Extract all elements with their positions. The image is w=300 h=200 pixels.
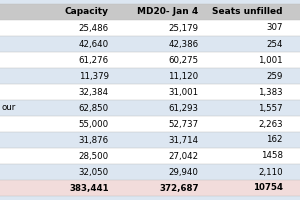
Text: 259: 259	[266, 72, 283, 81]
Text: 2,110: 2,110	[258, 168, 283, 177]
Bar	[0, 180, 300, 196]
Text: 25,486: 25,486	[79, 23, 109, 32]
Text: 1458: 1458	[261, 152, 283, 160]
Text: 31,714: 31,714	[169, 136, 199, 144]
Bar	[0, 132, 300, 148]
Bar	[0, 52, 300, 68]
Text: 42,386: 42,386	[169, 40, 199, 49]
Text: 11,120: 11,120	[169, 72, 199, 81]
Text: 55,000: 55,000	[79, 120, 109, 129]
Text: 1,001: 1,001	[258, 55, 283, 64]
Bar	[0, 4, 300, 20]
Text: 254: 254	[266, 40, 283, 49]
Text: MD20- Jan 4: MD20- Jan 4	[137, 7, 199, 17]
Bar	[0, 36, 300, 52]
Bar	[0, 84, 300, 100]
Text: 42,640: 42,640	[79, 40, 109, 49]
Bar	[0, 100, 300, 116]
Text: 28,500: 28,500	[79, 152, 109, 160]
Text: 10754: 10754	[253, 184, 283, 192]
Text: Capacity: Capacity	[64, 7, 109, 17]
Text: 52,737: 52,737	[169, 120, 199, 129]
Text: 31,876: 31,876	[79, 136, 109, 144]
Text: 31,001: 31,001	[169, 88, 199, 97]
Text: 32,384: 32,384	[79, 88, 109, 97]
Text: 29,940: 29,940	[169, 168, 199, 177]
Text: 61,293: 61,293	[169, 104, 199, 112]
Text: 2,263: 2,263	[258, 120, 283, 129]
Bar	[0, 68, 300, 84]
Text: 32,050: 32,050	[79, 168, 109, 177]
Text: 162: 162	[266, 136, 283, 144]
Text: 307: 307	[266, 23, 283, 32]
Text: 25,179: 25,179	[169, 23, 199, 32]
Text: 60,275: 60,275	[169, 55, 199, 64]
Text: 372,687: 372,687	[159, 184, 199, 192]
Text: 383,441: 383,441	[69, 184, 109, 192]
Text: 11,379: 11,379	[79, 72, 109, 81]
Bar	[0, 148, 300, 164]
Text: 1,557: 1,557	[258, 104, 283, 112]
Text: 62,850: 62,850	[79, 104, 109, 112]
Text: 27,042: 27,042	[169, 152, 199, 160]
Text: 61,276: 61,276	[79, 55, 109, 64]
Text: Seats unfilled: Seats unfilled	[212, 7, 283, 17]
Bar	[0, 20, 300, 36]
Text: our: our	[2, 104, 16, 112]
Bar	[0, 164, 300, 180]
Bar	[0, 116, 300, 132]
Text: 1,383: 1,383	[258, 88, 283, 97]
